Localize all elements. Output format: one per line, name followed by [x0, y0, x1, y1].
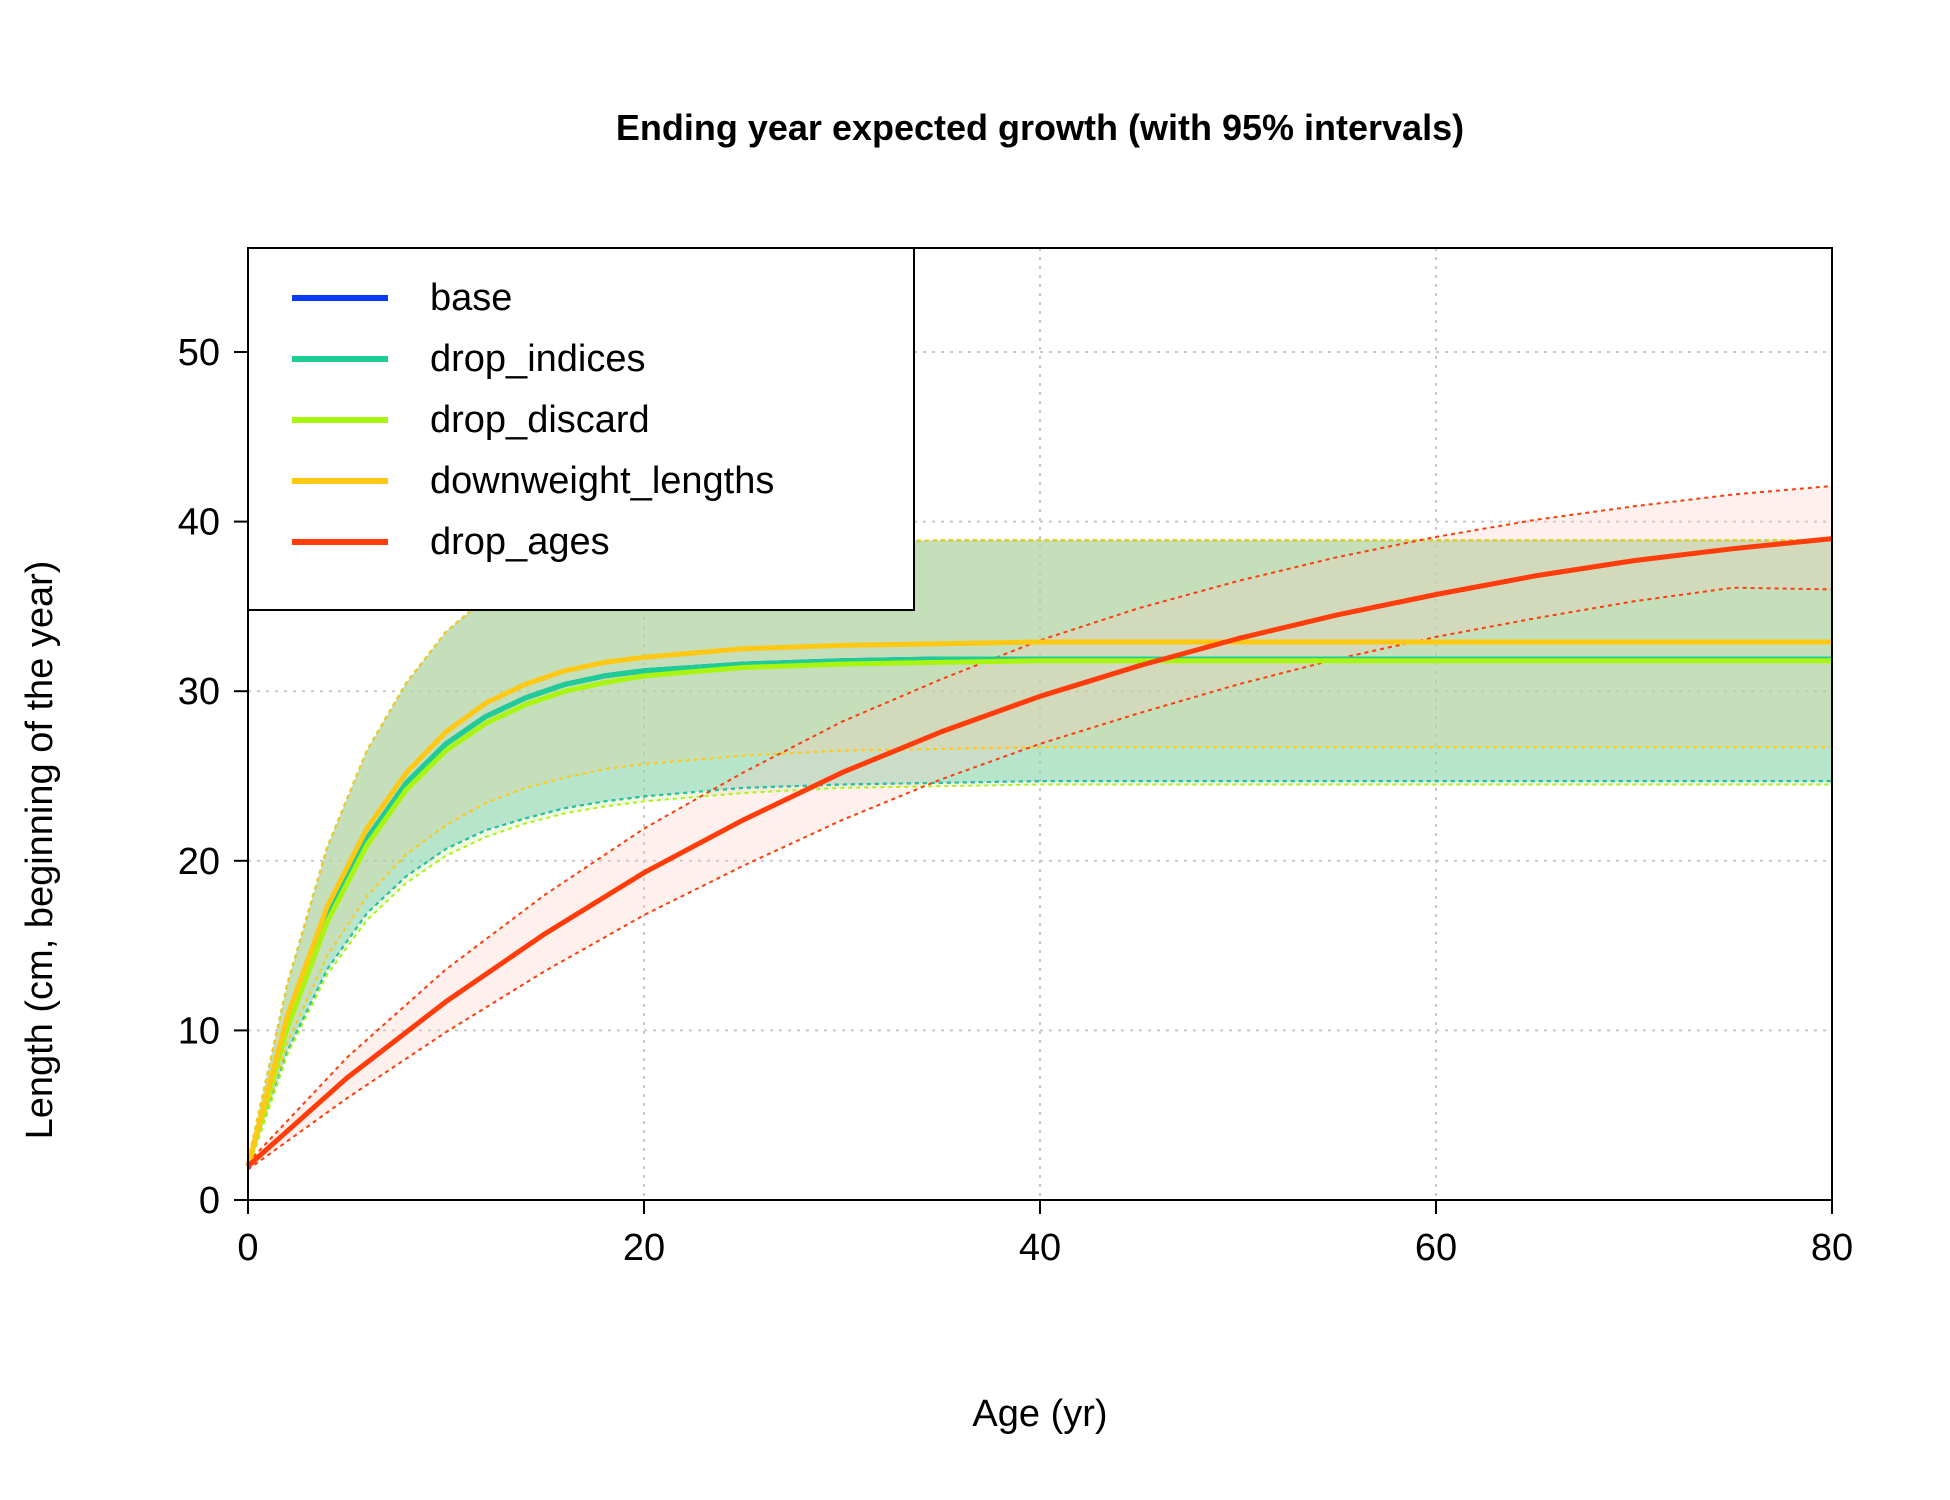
x-tick-label: 60: [1415, 1227, 1457, 1269]
x-tick-label: 80: [1811, 1227, 1853, 1269]
legend-box: [247, 247, 915, 611]
x-tick-label: 40: [1019, 1227, 1061, 1269]
y-tick-label: 20: [178, 841, 220, 883]
y-tick-label: 30: [178, 671, 220, 713]
lower-bound-downweight_lengths: [247, 746, 1832, 1169]
series-lines: [245, 536, 1833, 1168]
x-axis-title: Age (yr): [972, 1393, 1107, 1435]
x-axis: 0 20 40 60 80: [237, 1199, 1853, 1269]
band-drop_indices: [248, 540, 1832, 1170]
y-tick-label: 10: [178, 1010, 220, 1052]
upper-bound-downweight_lengths: [247, 539, 1832, 1162]
y-tick-label: 40: [178, 502, 220, 544]
legend-label: drop_ages: [430, 521, 610, 563]
legend-label: drop_discard: [430, 399, 650, 441]
y-tick-label: 0: [199, 1180, 220, 1222]
band-downweight_lengths: [248, 540, 1832, 1168]
legend-label: drop_indices: [430, 338, 645, 380]
x-tick-label: 0: [237, 1227, 258, 1269]
y-tick-label: 50: [178, 332, 220, 374]
y-axis-title: Length (cm, beginning of the year): [19, 561, 61, 1140]
y-axis: 0 10 20 30 40 50: [178, 332, 249, 1222]
line-downweight_lengths: [245, 639, 1832, 1167]
legend-label: base: [430, 277, 512, 319]
line-drop_discard: [245, 658, 1832, 1167]
chart-title: Ending year expected growth (with 95% in…: [616, 107, 1464, 148]
band-drop_discard: [248, 540, 1832, 1170]
lower-bound-drop_indices: [247, 780, 1832, 1170]
band-base: [248, 540, 1832, 1170]
lower-bound-drop_discard: [247, 783, 1832, 1170]
legend-label: downweight_lengths: [430, 460, 774, 502]
x-tick-label: 20: [623, 1227, 665, 1269]
interval-bounds: [247, 485, 1833, 1171]
line-drop_ages: [246, 536, 1833, 1168]
legend: base drop_indices drop_discard downweight_l…: [247, 247, 915, 611]
